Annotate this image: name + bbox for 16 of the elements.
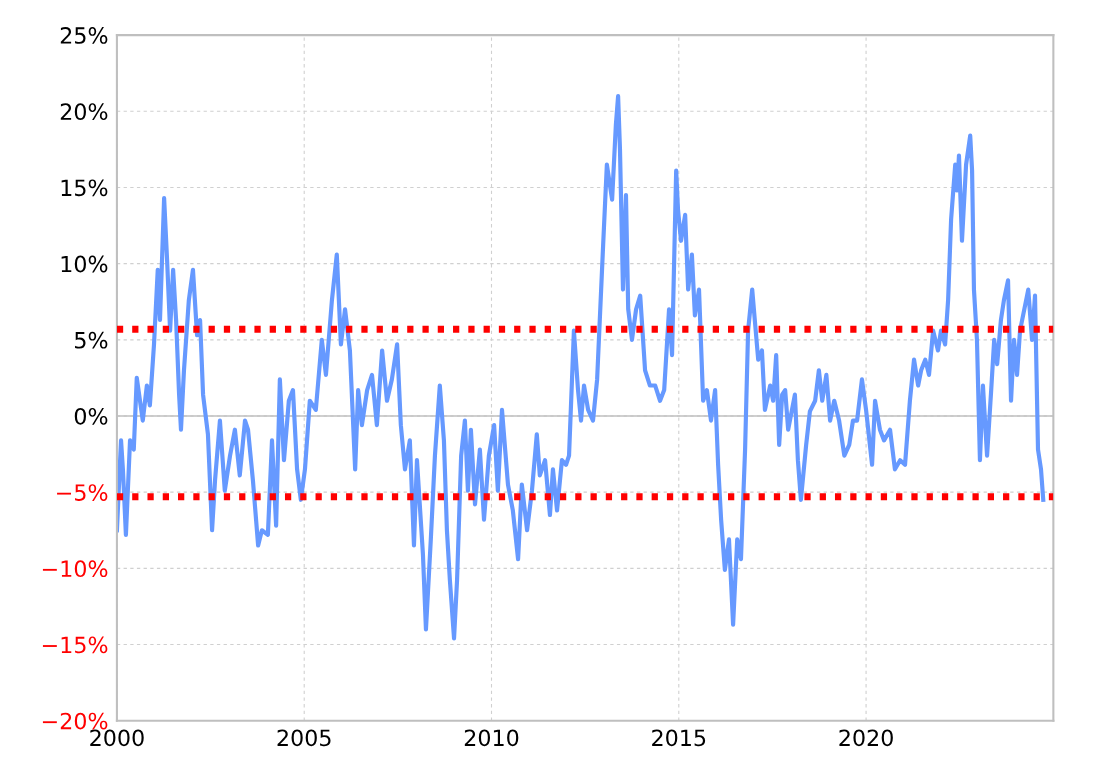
x-tick-label: 2010 (464, 729, 519, 747)
y-tick-label: 15% (61, 179, 108, 197)
x-tick-label: 2020 (839, 729, 893, 747)
y-tick-label: 20% (60, 103, 108, 121)
y-tick-label: −20% (42, 712, 108, 730)
x-tick-label: 2015 (652, 729, 706, 747)
y-tick-label: 10% (61, 255, 108, 273)
y-tick-label: 0% (74, 407, 108, 425)
line-series (116, 93, 1046, 641)
y-tick-label: 5% (75, 331, 108, 349)
x-tick-label: 2000 (90, 729, 144, 747)
x-tick-label: 2005 (277, 729, 331, 747)
y-tick-label: −5% (57, 484, 108, 501)
y-tick-label: 25% (60, 27, 108, 44)
y-tick-label: −10% (42, 560, 108, 578)
y-tick-label: −15% (42, 636, 108, 654)
